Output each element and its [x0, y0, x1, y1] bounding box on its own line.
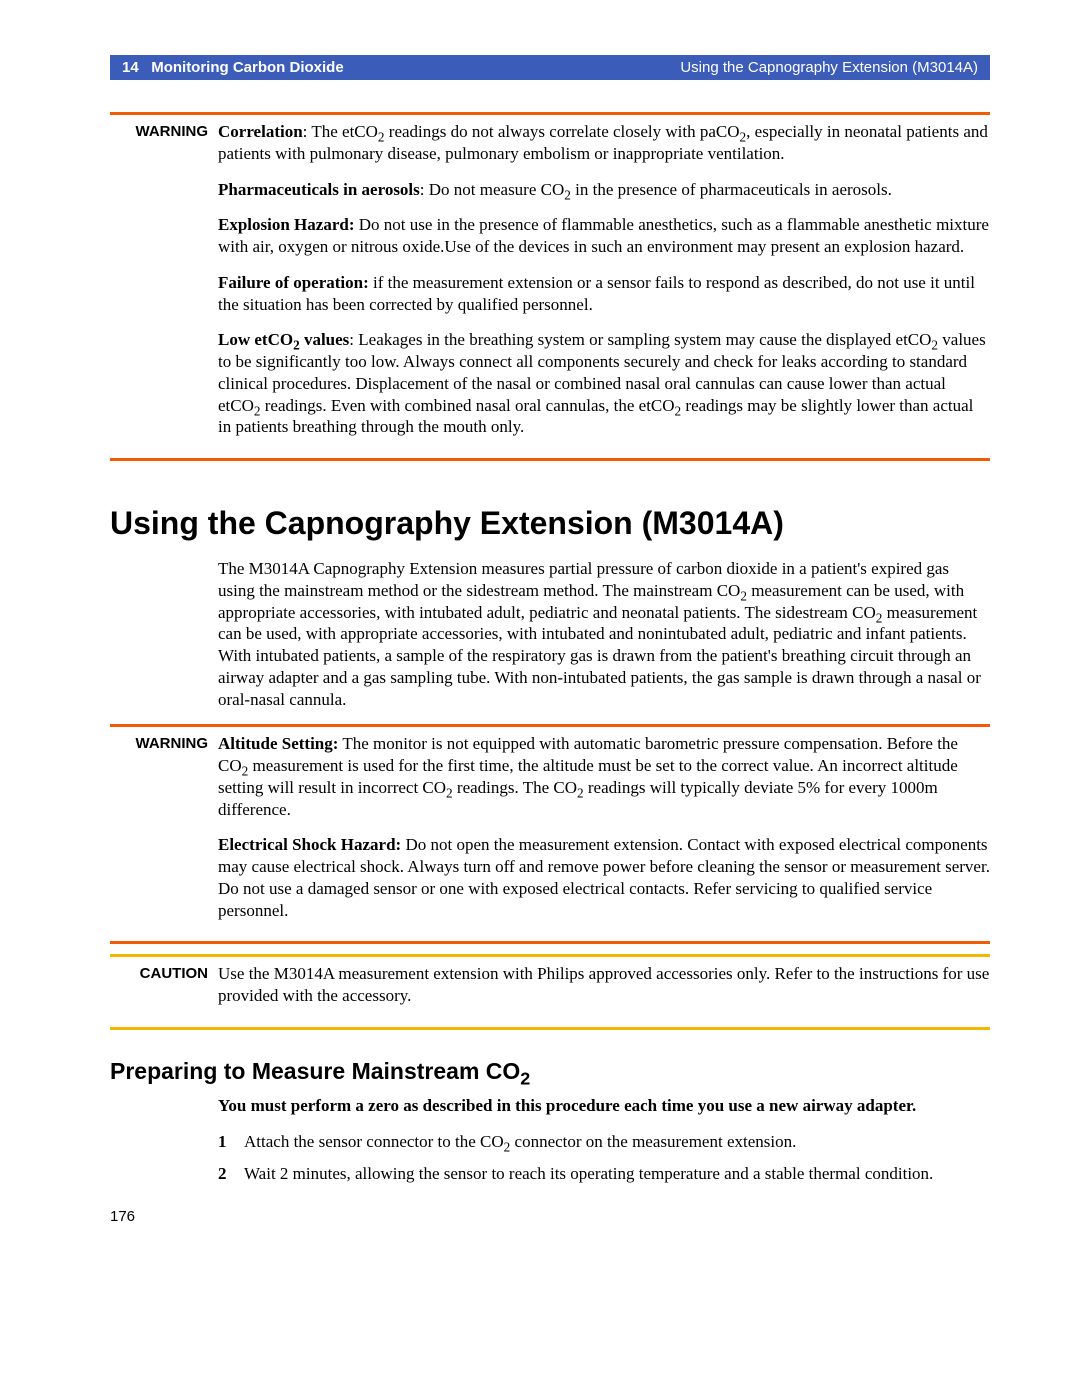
page-number: 176: [110, 1208, 990, 1225]
warning-block-2: WARNING Altitude Setting: The monitor is…: [110, 733, 990, 927]
step-number: 2: [218, 1163, 244, 1185]
step-2: 2 Wait 2 minutes, allowing the sensor to…: [218, 1163, 990, 1185]
rule-orange-2: [110, 458, 990, 461]
section-title: Using the Capnography Extension (M3014A): [110, 505, 990, 542]
warning2-p1: Altitude Setting: The monitor is not equ…: [218, 733, 990, 820]
caution-p1: Use the M3014A measurement extension wit…: [218, 963, 990, 1007]
caution-label: CAUTION: [110, 963, 218, 982]
subsection-note: You must perform a zero as described in …: [218, 1095, 990, 1117]
warning-label: WARNING: [110, 121, 218, 140]
section-body: The M3014A Capnography Extension measure…: [218, 558, 990, 710]
page-header: 14 Monitoring Carbon Dioxide Using the C…: [110, 55, 990, 80]
caution-block: CAUTION Use the M3014A measurement exten…: [110, 963, 990, 1013]
rule-orange-3: [110, 724, 990, 727]
warning2-p2: Electrical Shock Hazard: Do not open the…: [218, 834, 990, 921]
subsection-body: You must perform a zero as described in …: [218, 1095, 990, 1185]
subsection-title: Preparing to Measure Mainstream CO2: [110, 1058, 990, 1085]
rule-yellow-1: [110, 954, 990, 957]
warning-body: Correlation: The etCO2 readings do not a…: [218, 121, 990, 444]
step-text: Wait 2 minutes, allowing the sensor to r…: [244, 1163, 990, 1185]
step-number: 1: [218, 1131, 244, 1153]
warning1-p3: Explosion Hazard: Do not use in the pres…: [218, 214, 990, 258]
rule-yellow-2: [110, 1027, 990, 1030]
step-1: 1 Attach the sensor connector to the CO2…: [218, 1131, 990, 1153]
warning1-p1: Correlation: The etCO2 readings do not a…: [218, 121, 990, 165]
steps-list: 1 Attach the sensor connector to the CO2…: [218, 1131, 990, 1185]
warning-label-2: WARNING: [110, 733, 218, 752]
warning-body-2: Altitude Setting: The monitor is not equ…: [218, 733, 990, 927]
warning1-p2: Pharmaceuticals in aerosols: Do not meas…: [218, 179, 990, 201]
header-left: 14 Monitoring Carbon Dioxide: [122, 59, 344, 76]
header-right: Using the Capnography Extension (M3014A): [680, 59, 978, 76]
chapter-number: 14: [122, 59, 139, 76]
step-text: Attach the sensor connector to the CO2 c…: [244, 1131, 990, 1153]
caution-body: Use the M3014A measurement extension wit…: [218, 963, 990, 1013]
chapter-title: Monitoring Carbon Dioxide: [151, 59, 344, 76]
warning-block-1: WARNING Correlation: The etCO2 readings …: [110, 121, 990, 444]
warning1-p5: Low etCO2 values: Leakages in the breath…: [218, 329, 990, 438]
warning1-p4: Failure of operation: if the measurement…: [218, 272, 990, 316]
section-body-p1: The M3014A Capnography Extension measure…: [218, 558, 990, 710]
rule-orange-top: [110, 112, 990, 115]
